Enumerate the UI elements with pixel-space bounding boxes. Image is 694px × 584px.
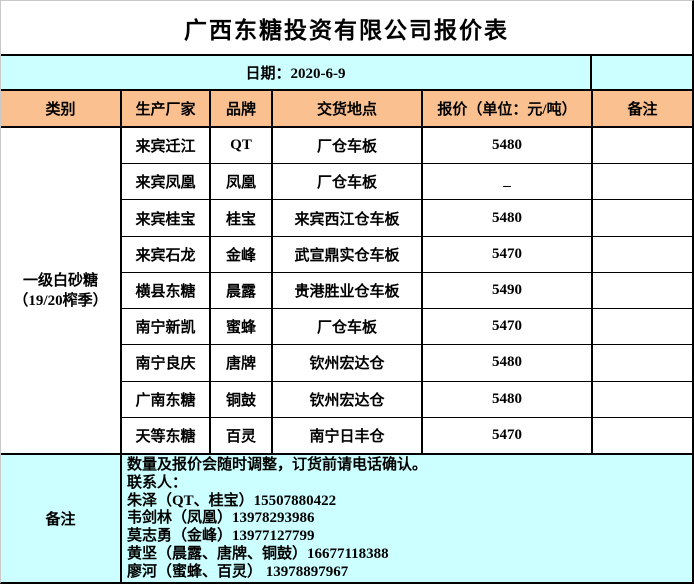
price-cell: 5490	[423, 272, 593, 309]
remark-label-cell: 备注	[1, 455, 122, 582]
table-row: 横县东糖 晨露 贵港胜业仓车板 5490	[122, 272, 692, 310]
table-body: 一级白砂糖 （19/20榨季） 来宾迁江 QT 厂仓车板 5480 来宾凤凰 凤…	[1, 128, 692, 453]
remark-content-cell: 数量及报价会随时调整，订货前请电话确认。 联系人： 朱泽（QT、桂宝）15507…	[122, 455, 692, 582]
location-cell: 厂仓车板	[273, 164, 423, 200]
brand-cell: 蜜蜂	[211, 309, 273, 345]
table-row: 来宾迁江 QT 厂仓车板 5480	[122, 128, 692, 165]
price-cell: 5480	[423, 381, 593, 417]
remark-line-contact: 莫志勇（金峰）13977127799	[127, 528, 315, 545]
table-row: 天等东糖 百灵 南宁日丰仓 5470	[122, 417, 692, 453]
location-cell: 厂仓车板	[273, 309, 423, 345]
category-line2: （19/20榨季）	[13, 292, 108, 309]
category-line1: 一级白砂糖	[22, 272, 98, 289]
table-row: 广南东糖 铜鼓 钦州宏达仓 5480	[122, 381, 692, 418]
brand-cell: 金峰	[211, 236, 273, 272]
note-cell	[593, 418, 692, 453]
header-location: 交货地点	[273, 91, 423, 126]
location-cell: 来宾西江仓车板	[273, 200, 423, 236]
remark-section: 备注 数量及报价会随时调整，订货前请电话确认。 联系人： 朱泽（QT、桂宝）15…	[1, 453, 692, 582]
manufacturer-cell: 来宾桂宝	[122, 200, 211, 236]
header-brand: 品牌	[211, 91, 273, 126]
price-cell: 5470	[423, 236, 593, 272]
note-cell	[593, 273, 692, 308]
table-row: 来宾桂宝 桂宝 来宾西江仓车板 5480	[122, 200, 692, 237]
brand-cell: 桂宝	[211, 200, 273, 236]
location-cell: 南宁日丰仓	[273, 417, 423, 453]
price-cell: _	[423, 164, 593, 200]
brand-cell: 铜鼓	[211, 381, 273, 417]
note-cell	[593, 164, 692, 199]
manufacturer-cell: 来宾迁江	[122, 128, 211, 164]
remark-line-contact: 韦剑林（凤凰）13978293986	[127, 510, 315, 527]
date-row-side-cell	[592, 56, 692, 89]
table-row: 南宁新凯 蜜蜂 厂仓车板 5470	[122, 309, 692, 346]
note-cell	[593, 382, 692, 417]
table-header-row: 类别 生产厂家 品牌 交货地点 报价（单位：元/吨） 备注	[1, 91, 692, 128]
sheet-title: 广西东糖投资有限公司报价表	[1, 1, 692, 56]
brand-cell: 凤凰	[211, 164, 273, 200]
brand-cell: QT	[211, 128, 273, 164]
manufacturer-cell: 横县东糖	[122, 272, 211, 309]
header-category: 类别	[1, 91, 122, 126]
header-manufacturer: 生产厂家	[122, 91, 211, 126]
price-cell: 5470	[423, 417, 593, 453]
manufacturer-cell: 南宁新凯	[122, 309, 211, 345]
manufacturer-cell: 广南东糖	[122, 381, 211, 417]
note-cell	[593, 200, 692, 235]
table-row: 来宾石龙 金峰 武宣鼎实仓车板 5470	[122, 236, 692, 273]
header-price: 报价（单位：元/吨）	[423, 91, 593, 126]
location-cell: 厂仓车板	[273, 128, 423, 164]
price-cell: 5480	[423, 345, 593, 381]
manufacturer-cell: 来宾石龙	[122, 236, 211, 272]
category-cell: 一级白砂糖 （19/20榨季）	[1, 128, 122, 453]
remark-line-contact: 朱泽（QT、桂宝）15507880422	[127, 492, 337, 509]
note-cell	[593, 345, 692, 380]
location-cell: 贵港胜业仓车板	[273, 272, 423, 309]
remark-line-contact: 黄坚（晨露、唐牌、铜鼓）16677118388	[127, 545, 389, 562]
remark-line-contacts-header: 联系人：	[127, 474, 188, 491]
price-cell: 5470	[423, 309, 593, 345]
brand-cell: 唐牌	[211, 345, 273, 381]
date-cell: 日期：2020-6-9	[1, 56, 592, 89]
remark-line-notice: 数量及报价会随时调整，订货前请电话确认。	[127, 457, 428, 473]
note-cell	[593, 237, 692, 272]
note-cell	[593, 128, 692, 163]
price-cell: 5480	[423, 200, 593, 236]
manufacturer-cell: 南宁良庆	[122, 345, 211, 381]
note-cell	[593, 309, 692, 344]
date-row: 日期：2020-6-9	[1, 56, 692, 91]
manufacturer-cell: 来宾凤凰	[122, 164, 211, 200]
location-cell: 钦州宏达仓	[273, 381, 423, 417]
brand-cell: 晨露	[211, 272, 273, 309]
price-cell: 5480	[423, 128, 593, 164]
table-row: 南宁良庆 唐牌 钦州宏达仓 5480	[122, 345, 692, 382]
rows-area: 来宾迁江 QT 厂仓车板 5480 来宾凤凰 凤凰 厂仓车板 _ 来宾桂宝 桂宝…	[122, 128, 692, 453]
header-note: 备注	[627, 102, 658, 118]
table-row: 来宾凤凰 凤凰 厂仓车板 _	[122, 164, 692, 201]
location-cell: 钦州宏达仓	[273, 345, 423, 381]
manufacturer-cell: 天等东糖	[122, 417, 211, 453]
remark-line-contact: 廖河（蜜蜂、百灵） 13978897967	[127, 563, 349, 580]
location-cell: 武宣鼎实仓车板	[273, 236, 423, 272]
brand-cell: 百灵	[211, 417, 273, 453]
